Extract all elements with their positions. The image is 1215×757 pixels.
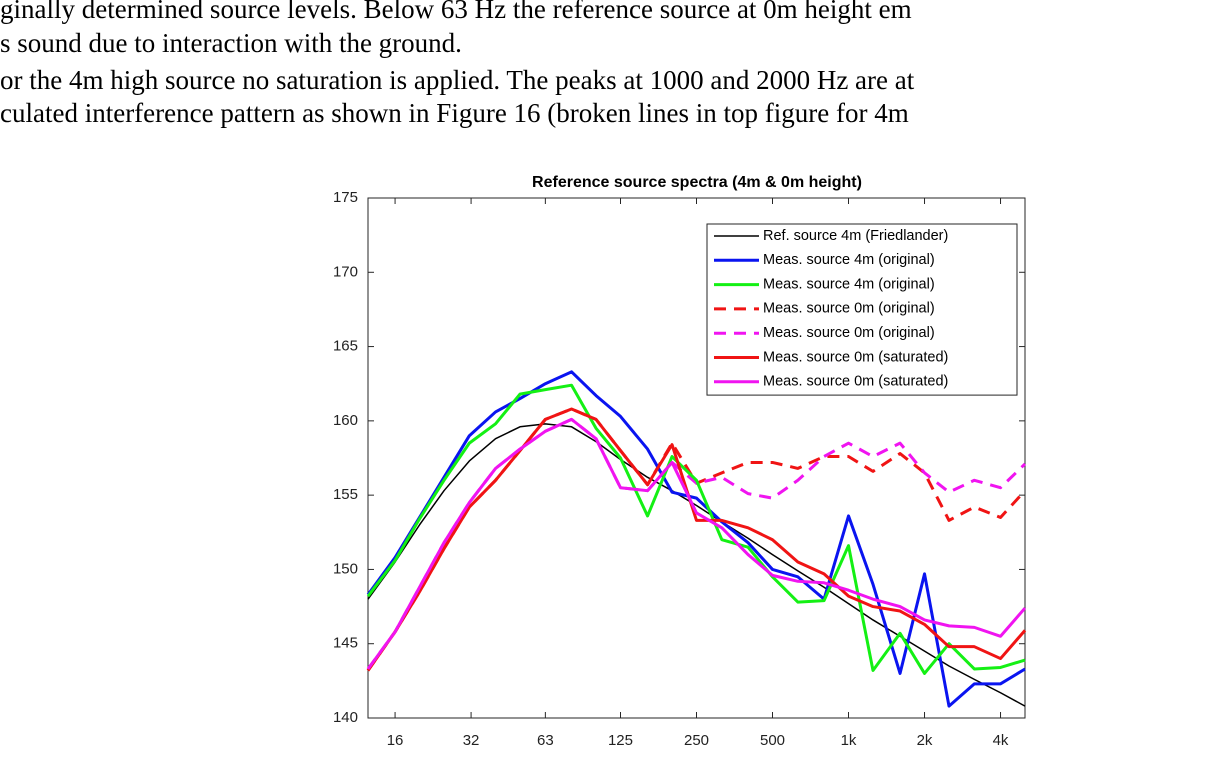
legend-label: Meas. source 0m (saturated): [763, 349, 948, 365]
text-line: s sound due to interaction with the grou…: [0, 28, 462, 58]
x-tick-label: 63: [537, 732, 554, 749]
legend-label: Meas. source 4m (original): [763, 252, 935, 268]
y-tick-label: 145: [333, 635, 358, 652]
text-line: or the 4m high source no saturation is a…: [0, 65, 915, 95]
series-line: [366, 417, 1027, 670]
series-line: [366, 407, 1027, 672]
legend-label: Meas. source 0m (original): [763, 325, 935, 341]
series-line: [366, 383, 1026, 675]
y-tick-label: 150: [333, 560, 358, 577]
legend-label: Meas. source 0m (saturated): [763, 374, 948, 390]
y-tick-label: 175: [333, 189, 358, 206]
x-tick-label: 125: [608, 732, 633, 749]
y-tick-label: 140: [333, 709, 358, 726]
legend-label: Meas. source 0m (original): [763, 301, 935, 317]
text-line: culated interference pattern as shown in…: [0, 98, 909, 128]
x-tick-label: 500: [760, 732, 785, 749]
series-line: [366, 370, 1026, 708]
x-tick-label: 250: [684, 732, 709, 749]
x-tick-label: 16: [387, 732, 404, 749]
y-tick-label: 165: [333, 338, 358, 355]
y-tick-label: 160: [333, 412, 358, 429]
legend-label: Meas. source 4m (original): [763, 276, 935, 292]
x-tick-label: 1k: [841, 732, 857, 749]
legend-label: Ref. source 4m (Friedlander): [763, 228, 948, 244]
text-line: ginally determined source levels. Below …: [0, 0, 912, 24]
chart-title: Reference source spectra (4m & 0m height…: [532, 174, 862, 191]
x-tick-label: 2k: [917, 732, 933, 749]
x-tick-label: 4k: [993, 732, 1009, 749]
y-tick-label: 155: [333, 486, 358, 503]
series-line: [367, 423, 1026, 707]
x-tick-label: 32: [463, 732, 480, 749]
y-tick-label: 170: [333, 263, 358, 280]
